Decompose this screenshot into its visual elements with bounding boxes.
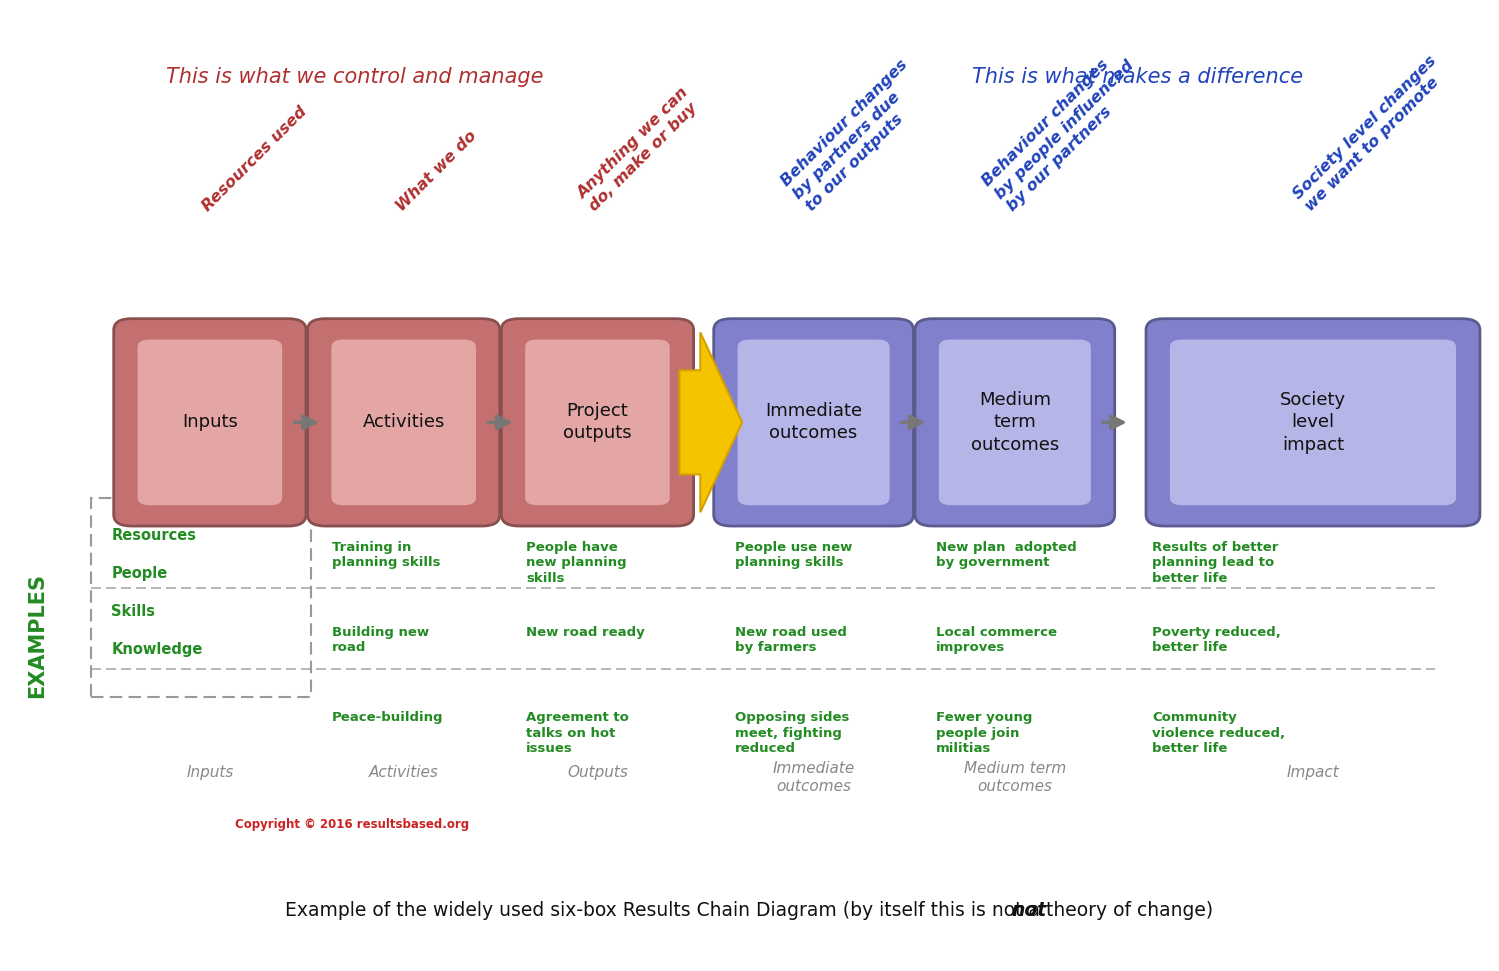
FancyBboxPatch shape <box>1169 340 1456 505</box>
Polygon shape <box>679 332 742 513</box>
Text: Fewer young
people join
militias: Fewer young people join militias <box>935 711 1033 755</box>
Text: Resources used: Resources used <box>199 104 310 214</box>
Text: Skills: Skills <box>111 604 156 619</box>
Text: Outputs: Outputs <box>567 765 628 781</box>
Text: Example of the widely used six-box Results Chain Diagram (by itself this is not : Example of the widely used six-box Resul… <box>285 900 1214 920</box>
FancyBboxPatch shape <box>914 318 1115 526</box>
Text: This is what makes a difference: This is what makes a difference <box>971 67 1303 86</box>
Text: What we do: What we do <box>393 128 480 214</box>
Text: Society level changes
we want to promote: Society level changes we want to promote <box>1291 52 1451 214</box>
Text: Immediate
outcomes: Immediate outcomes <box>772 761 854 793</box>
Text: Behaviour changes
by people influenced
by our partners: Behaviour changes by people influenced b… <box>980 45 1148 214</box>
FancyBboxPatch shape <box>307 318 499 526</box>
Text: Anything we can
do, make or buy: Anything we can do, make or buy <box>574 85 703 214</box>
FancyBboxPatch shape <box>114 318 306 526</box>
Text: Medium
term
outcomes: Medium term outcomes <box>971 391 1058 453</box>
Text: Example of the widely used six-box Results Chain Diagram (by itself this is not : Example of the widely used six-box Resul… <box>285 900 1214 920</box>
Text: Training in
planning skills: Training in planning skills <box>333 541 441 569</box>
Text: Immediate
outcomes: Immediate outcomes <box>764 402 862 443</box>
Text: Inputs: Inputs <box>181 414 238 431</box>
Text: This is what we control and manage: This is what we control and manage <box>166 67 543 86</box>
FancyBboxPatch shape <box>738 340 889 505</box>
Text: Medium term
outcomes: Medium term outcomes <box>964 761 1066 793</box>
Text: Knowledge: Knowledge <box>111 642 202 657</box>
Text: Impact: Impact <box>1286 765 1339 781</box>
FancyBboxPatch shape <box>938 340 1091 505</box>
FancyBboxPatch shape <box>714 318 913 526</box>
Text: New plan  adopted
by government: New plan adopted by government <box>935 541 1076 569</box>
FancyBboxPatch shape <box>501 318 694 526</box>
Text: EXAMPLES: EXAMPLES <box>27 573 46 698</box>
Text: Results of better
planning lead to
better life: Results of better planning lead to bette… <box>1151 541 1279 585</box>
Text: New road used
by farmers: New road used by farmers <box>735 626 847 654</box>
Text: Poverty reduced,
better life: Poverty reduced, better life <box>1151 626 1280 654</box>
Text: Peace-building: Peace-building <box>333 711 444 724</box>
Text: New road ready: New road ready <box>526 626 645 639</box>
Text: Activities: Activities <box>363 414 445 431</box>
Text: People have
new planning
skills: People have new planning skills <box>526 541 627 585</box>
Text: Building new
road: Building new road <box>333 626 429 654</box>
Text: Behaviour changes
by partners due
to our outputs: Behaviour changes by partners due to our… <box>778 57 935 214</box>
Text: not: not <box>1012 900 1046 920</box>
FancyBboxPatch shape <box>525 340 670 505</box>
Text: Inputs: Inputs <box>186 765 234 781</box>
Text: People use new
planning skills: People use new planning skills <box>735 541 851 569</box>
Text: Project
outputs: Project outputs <box>564 402 631 443</box>
Text: Opposing sides
meet, fighting
reduced: Opposing sides meet, fighting reduced <box>735 711 848 755</box>
Text: Community
violence reduced,
better life: Community violence reduced, better life <box>1151 711 1285 755</box>
FancyBboxPatch shape <box>331 340 477 505</box>
Text: Society
level
impact: Society level impact <box>1280 391 1346 453</box>
Text: Activities: Activities <box>369 765 439 781</box>
Text: Copyright © 2016 resultsbased.org: Copyright © 2016 resultsbased.org <box>235 819 469 831</box>
FancyBboxPatch shape <box>1147 318 1480 526</box>
Text: Local commerce
improves: Local commerce improves <box>935 626 1057 654</box>
Text: Agreement to
talks on hot
issues: Agreement to talks on hot issues <box>526 711 628 755</box>
Text: People: People <box>111 566 168 582</box>
Text: Resources: Resources <box>111 528 196 544</box>
FancyBboxPatch shape <box>138 340 282 505</box>
